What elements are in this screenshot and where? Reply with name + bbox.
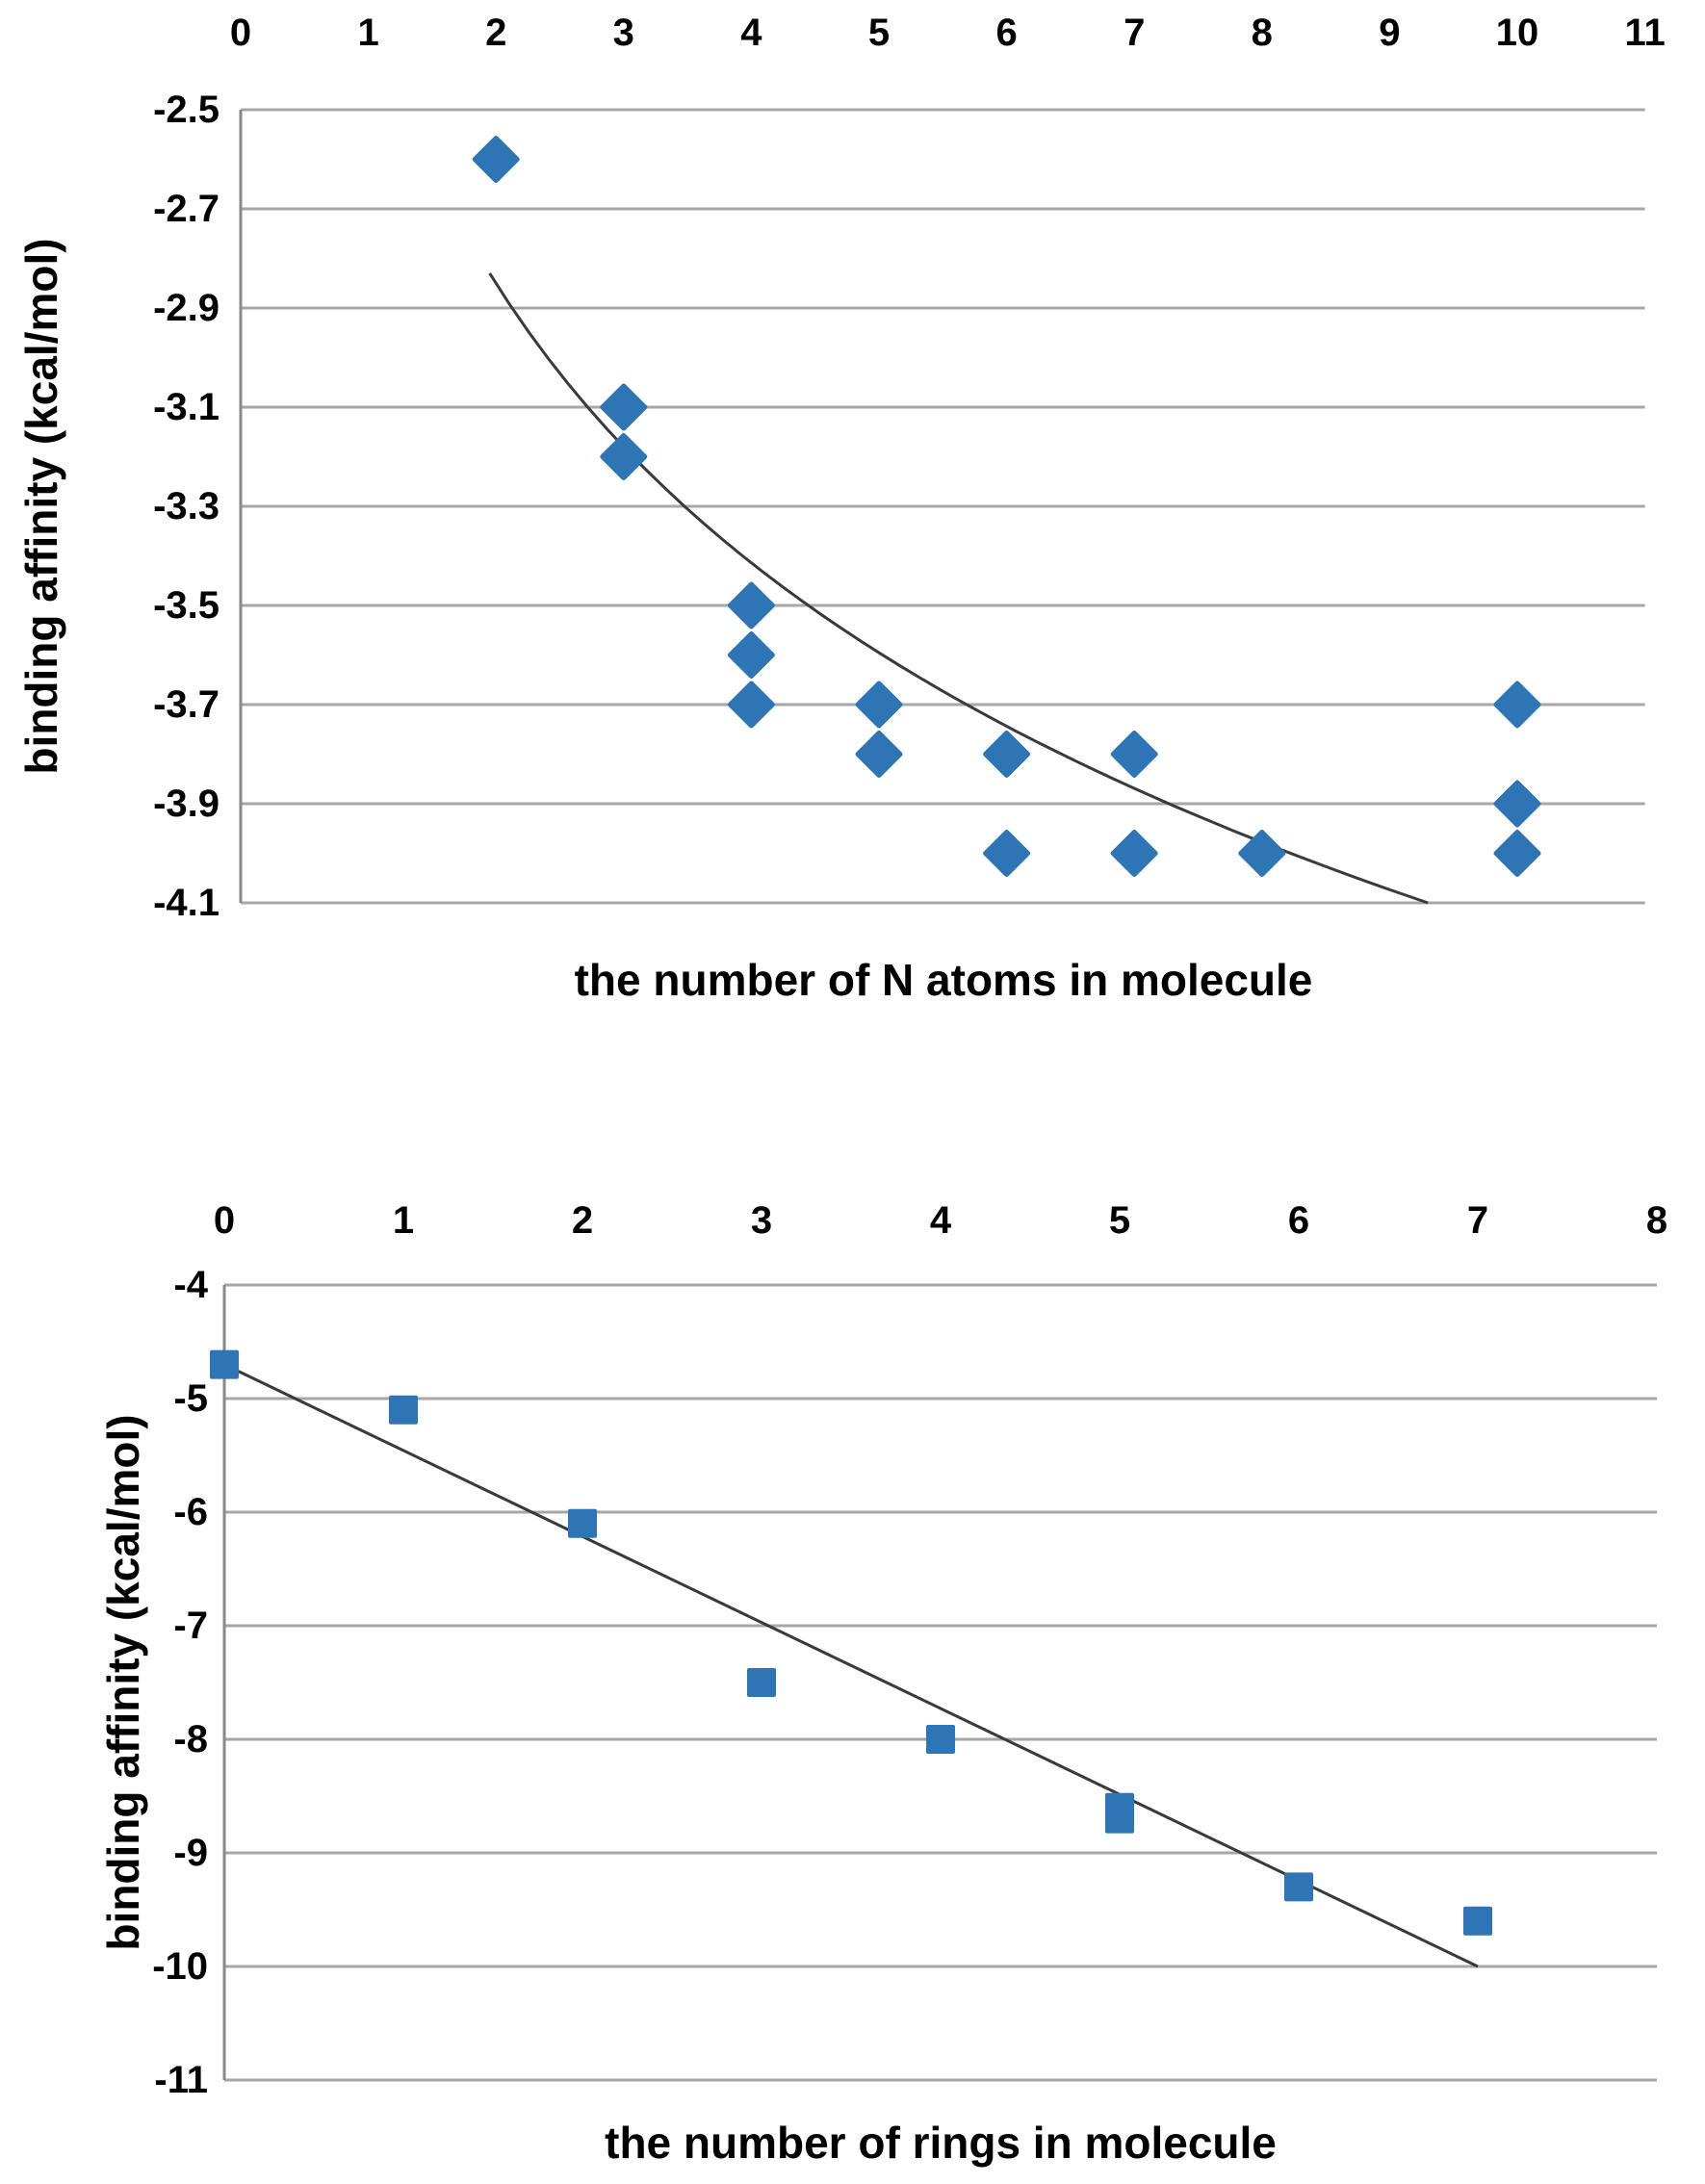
- x-tick-label: 6: [995, 12, 1017, 54]
- data-point-diamond: [1238, 830, 1286, 877]
- y-tick-label: -3.7: [153, 683, 220, 726]
- y-tick-label: -10: [152, 1945, 208, 1988]
- x-tick-label: 0: [230, 12, 251, 54]
- x-tick-label: 8: [1646, 1199, 1667, 1242]
- n-atoms-chart-x-axis-title: the number of N atoms in molecule: [574, 955, 1313, 1005]
- x-tick-label: 1: [393, 1199, 414, 1242]
- x-tick-label: 1: [357, 12, 378, 54]
- y-tick-label: -9: [173, 1832, 208, 1874]
- data-point-square: [1284, 1872, 1313, 1902]
- trendline: [488, 272, 1429, 905]
- y-tick-label: -8: [173, 1718, 208, 1760]
- y-tick-label: -4.1: [153, 882, 220, 924]
- x-tick-label: 3: [751, 1199, 772, 1242]
- data-point-diamond: [1110, 731, 1158, 778]
- y-tick-label: -7: [173, 1605, 208, 1647]
- trendline: [223, 1363, 1479, 1968]
- x-tick-label: 5: [868, 12, 890, 54]
- data-point-square: [389, 1395, 418, 1425]
- x-tick-label: 2: [485, 12, 506, 54]
- data-point-square: [210, 1349, 239, 1379]
- data-point-diamond: [1493, 830, 1541, 877]
- x-tick-label: 4: [740, 12, 762, 54]
- y-tick-label: -2.7: [153, 188, 220, 230]
- data-point-diamond: [855, 681, 903, 729]
- y-tick-label: -3.3: [153, 485, 220, 527]
- y-tick-label: -3.1: [153, 386, 220, 428]
- data-point-diamond: [1493, 780, 1541, 828]
- data-point-diamond: [983, 830, 1031, 877]
- data-point-diamond: [600, 383, 648, 431]
- data-point-square: [747, 1668, 776, 1697]
- x-tick-label: 9: [1379, 12, 1400, 54]
- y-tick-label: -3.5: [153, 584, 220, 627]
- data-point-square: [1105, 1804, 1134, 1834]
- data-point-diamond: [1493, 681, 1541, 729]
- y-tick-label: -2.5: [153, 89, 220, 131]
- x-tick-label: 10: [1496, 12, 1539, 54]
- data-point-square: [926, 1725, 955, 1754]
- y-tick-label: -3.9: [153, 783, 220, 825]
- x-tick-label: 7: [1467, 1199, 1488, 1242]
- data-point-diamond: [727, 631, 775, 679]
- x-tick-label: 6: [1288, 1199, 1309, 1242]
- rings-chart-x-axis-title: the number of rings in molecule: [605, 2118, 1277, 2168]
- x-tick-label: 11: [1624, 12, 1665, 54]
- data-point-diamond: [1110, 830, 1158, 877]
- data-point-diamond: [472, 136, 520, 183]
- y-tick-label: -4: [173, 1264, 208, 1306]
- y-tick-label: -2.9: [153, 287, 220, 329]
- x-tick-label: 3: [613, 12, 634, 54]
- n-atoms-chart-y-axis-title: binding affinity (kcal/mol): [16, 238, 66, 775]
- data-point-diamond: [855, 731, 903, 778]
- y-tick-label: -5: [173, 1377, 208, 1420]
- data-point-square: [1463, 1906, 1492, 1936]
- data-point-square: [568, 1508, 597, 1538]
- y-tick-label: -6: [173, 1491, 208, 1533]
- data-point-diamond: [600, 433, 648, 480]
- data-point-diamond: [727, 581, 775, 630]
- x-tick-label: 2: [572, 1199, 593, 1242]
- data-point-diamond: [727, 681, 775, 729]
- data-point-diamond: [983, 731, 1031, 778]
- rings-chart-y-axis-title: binding affinity (kcal/mol): [98, 1414, 148, 1951]
- x-tick-label: 8: [1252, 12, 1273, 54]
- x-tick-label: 0: [214, 1199, 235, 1242]
- y-tick-label: -11: [154, 2059, 208, 2101]
- x-tick-label: 7: [1124, 12, 1145, 54]
- x-tick-label: 5: [1109, 1199, 1130, 1242]
- x-tick-label: 4: [930, 1199, 952, 1242]
